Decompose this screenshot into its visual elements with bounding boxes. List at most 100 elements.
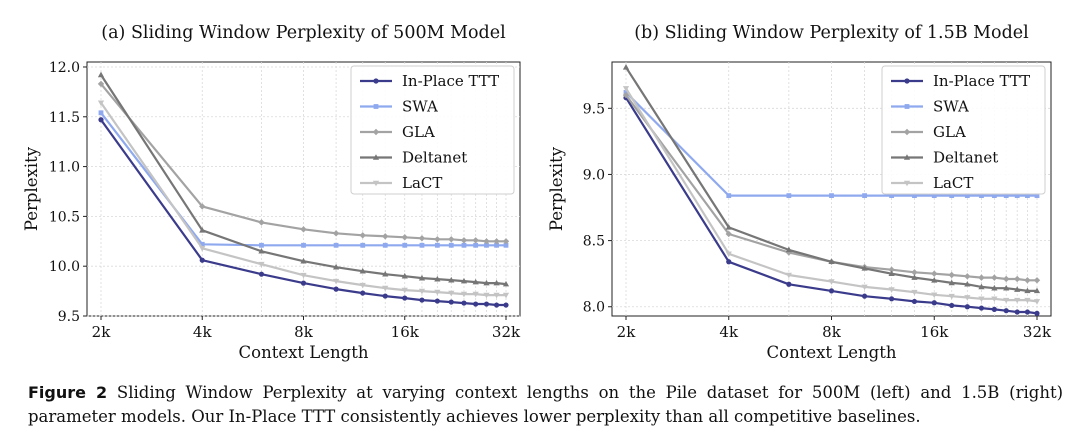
data-point xyxy=(448,242,454,248)
data-point xyxy=(332,263,340,270)
legend-entry: In-Place TTT xyxy=(891,72,1030,90)
y-tick-label: 8.0 xyxy=(583,300,605,316)
data-point xyxy=(502,280,510,287)
data-point xyxy=(199,245,206,252)
data-point xyxy=(964,280,971,287)
data-point xyxy=(786,281,792,287)
legend: In-Place TTT SWA GLA Deltanet LaCT xyxy=(350,65,515,195)
data-point xyxy=(622,63,630,70)
y-axis-label: Perplexity xyxy=(547,146,566,231)
data-point xyxy=(1024,287,1031,294)
data-point xyxy=(360,242,366,248)
series-line xyxy=(100,112,506,247)
legend-label: GLA xyxy=(933,123,966,141)
data-point xyxy=(448,236,455,243)
data-point xyxy=(1014,275,1021,283)
legend-marker xyxy=(903,180,911,187)
data-point xyxy=(483,292,490,299)
data-point xyxy=(300,226,307,233)
data-point xyxy=(948,271,955,279)
y-tick-label: 9.0 xyxy=(583,167,605,183)
data-point xyxy=(978,296,985,303)
figure-caption: Figure 2 Sliding Window Perplexity at va… xyxy=(28,381,1063,429)
legend-entry: SWA xyxy=(360,98,438,116)
data-point xyxy=(931,276,938,283)
legend-marker xyxy=(903,154,911,160)
data-point xyxy=(472,278,479,285)
data-point xyxy=(434,242,440,248)
data-point xyxy=(979,193,984,199)
series-line xyxy=(100,119,506,307)
data-point xyxy=(502,292,510,299)
data-point xyxy=(493,279,500,286)
series-line xyxy=(625,91,1037,197)
x-tick-label: 32k xyxy=(1023,323,1052,341)
data-point xyxy=(726,259,732,265)
data-point xyxy=(97,100,105,107)
legend-label: LaCT xyxy=(402,174,442,192)
x-tick-label: 2k xyxy=(92,323,112,341)
x-tick-label: 4k xyxy=(719,323,739,341)
data-point xyxy=(434,275,441,282)
series-line xyxy=(625,94,1037,282)
data-point xyxy=(448,290,455,297)
legend-marker xyxy=(372,180,380,187)
data-point xyxy=(888,287,895,293)
data-point xyxy=(912,193,917,199)
data-point xyxy=(931,292,938,299)
y-tick-label: 9.5 xyxy=(58,309,80,325)
data-point xyxy=(434,236,441,243)
data-point xyxy=(725,224,732,230)
data-point xyxy=(494,242,499,248)
legend-label: SWA xyxy=(402,98,438,116)
data-point xyxy=(911,298,918,305)
data-point xyxy=(258,247,265,254)
x-axis-label: Context Length xyxy=(239,343,369,362)
legend-entry: GLA xyxy=(891,123,966,141)
data-point xyxy=(418,235,426,242)
series-line xyxy=(625,97,1038,315)
data-point xyxy=(1034,310,1040,316)
data-point xyxy=(964,193,970,199)
data-point xyxy=(785,249,793,256)
data-point xyxy=(199,203,206,210)
data-point xyxy=(333,286,339,292)
data-point xyxy=(259,242,264,248)
data-point xyxy=(991,284,998,291)
data-point xyxy=(382,270,389,277)
data-point xyxy=(1033,287,1041,294)
data-point xyxy=(98,110,104,116)
data-point xyxy=(472,237,479,244)
data-point xyxy=(359,267,366,274)
series-line xyxy=(100,74,507,286)
series-line xyxy=(100,83,506,243)
data-point xyxy=(964,273,971,280)
data-point xyxy=(473,242,479,248)
x-tick-label: 16k xyxy=(391,323,420,341)
series-line xyxy=(625,87,1038,303)
data-point xyxy=(888,270,895,276)
data-point xyxy=(948,293,955,300)
series-gla xyxy=(97,80,510,245)
legend-entry: LaCT xyxy=(891,174,973,192)
series-lact xyxy=(622,86,1041,305)
legend-marker xyxy=(904,104,910,109)
data-point xyxy=(301,242,306,248)
legend-box xyxy=(881,65,1046,195)
data-point xyxy=(911,289,918,296)
data-point xyxy=(931,270,938,277)
data-point xyxy=(978,305,985,311)
data-point xyxy=(829,193,834,199)
data-point xyxy=(434,289,441,296)
data-point xyxy=(448,299,454,305)
data-point xyxy=(1003,284,1010,291)
y-tick-label: 10.5 xyxy=(49,209,80,225)
data-point xyxy=(199,257,205,263)
figure: 9.5 10.0 10.5 11.0 11.5 12.0 2k 4k 8k 16k 32k (a) S… xyxy=(22,23,1052,362)
data-point xyxy=(1003,297,1010,304)
data-point xyxy=(333,242,339,248)
data-point xyxy=(503,242,509,248)
data-point xyxy=(861,293,868,299)
legend-box xyxy=(350,65,515,195)
data-point xyxy=(472,291,479,298)
